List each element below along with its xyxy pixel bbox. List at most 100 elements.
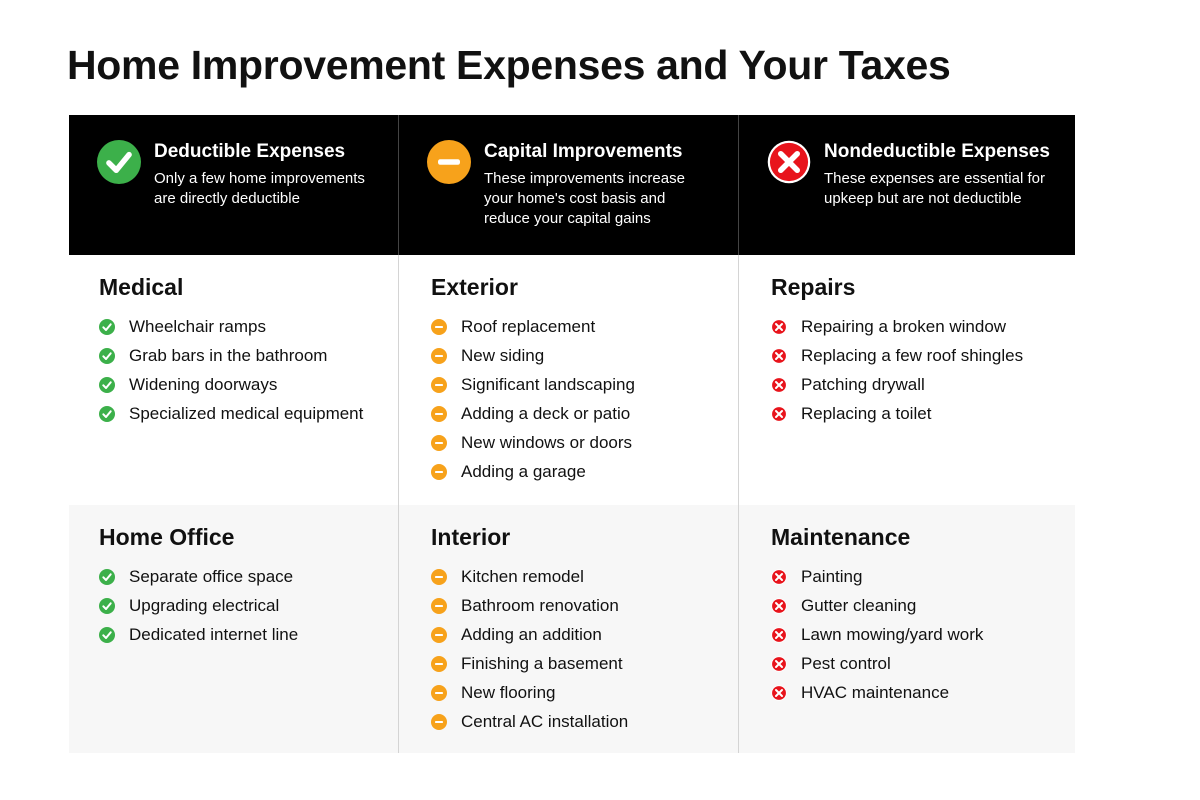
status-icon: [431, 598, 447, 614]
item-text: Grab bars in the bathroom: [129, 346, 328, 365]
category-title: Exterior: [431, 274, 518, 300]
category-cell: Exterior Roof replacement New siding Signif…: [398, 255, 738, 505]
list-item: Painting: [771, 565, 983, 594]
column-heading: Capital Improvements: [484, 141, 683, 162]
list-item: Kitchen remodel: [431, 565, 628, 594]
status-icon: [431, 348, 447, 364]
header-cell: Nondeductible Expenses These expenses are…: [738, 115, 1075, 255]
item-text: Adding an addition: [461, 625, 602, 644]
status-icon: [767, 140, 811, 184]
item-text: Replacing a toilet: [801, 404, 932, 423]
list-item: Replacing a toilet: [771, 402, 1023, 431]
item-text: Widening doorways: [129, 375, 278, 394]
list-item: Significant landscaping: [431, 373, 635, 402]
category-title: Medical: [99, 274, 184, 300]
header-cell: Deductible Expenses Only a few home impro…: [69, 115, 398, 255]
status-icon: [431, 569, 447, 585]
category-cell: Medical Wheelchair ramps Grab bars in the …: [69, 255, 398, 505]
body-row: Medical Wheelchair ramps Grab bars in the …: [69, 255, 1075, 505]
column-description: These expenses are essential for upkeep b…: [824, 169, 1045, 209]
list-item: Widening doorways: [99, 373, 363, 402]
status-icon: [771, 598, 787, 614]
item-list: Kitchen remodel Bathroom renovation Adding…: [431, 565, 628, 739]
list-item: Specialized medical equipment: [99, 402, 363, 431]
list-item: Patching drywall: [771, 373, 1023, 402]
item-text: New windows or doors: [461, 433, 633, 452]
status-icon: [771, 348, 787, 364]
item-text: Repairing a broken window: [801, 317, 1007, 336]
list-item: Bathroom renovation: [431, 594, 628, 623]
list-item: New flooring: [431, 681, 628, 710]
list-item: New windows or doors: [431, 431, 635, 460]
item-text: Upgrading electrical: [129, 596, 280, 615]
status-icon: [99, 406, 115, 422]
status-icon: [771, 685, 787, 701]
item-text: Bathroom renovation: [461, 596, 619, 615]
item-text: Roof replacement: [461, 317, 596, 336]
list-item: Finishing a basement: [431, 652, 628, 681]
status-icon: [99, 627, 115, 643]
list-item: Adding a garage: [431, 460, 635, 489]
item-list: Painting Gutter cleaning Lawn mowing/yard …: [771, 565, 983, 710]
status-icon: [427, 140, 471, 184]
list-item: Separate office space: [99, 565, 298, 594]
description-line: reduce your capital gains: [484, 210, 651, 227]
item-text: Separate office space: [129, 567, 294, 586]
header-row: Deductible Expenses Only a few home impro…: [69, 115, 1075, 255]
list-item: Replacing a few roof shingles: [771, 344, 1023, 373]
header-cell: Capital Improvements These improvements i…: [398, 115, 738, 255]
item-list: Separate office space Upgrading electrica…: [99, 565, 298, 652]
header-icon: [97, 140, 141, 184]
item-text: Adding a deck or patio: [461, 404, 631, 423]
category-cell: Interior Kitchen remodel Bathroom renovati…: [398, 505, 738, 753]
list-item: Adding a deck or patio: [431, 402, 635, 431]
item-list: Roof replacement New siding Significant la…: [431, 315, 635, 489]
status-icon: [771, 569, 787, 585]
status-icon: [771, 377, 787, 393]
status-icon: [431, 377, 447, 393]
status-icon: [431, 656, 447, 672]
status-icon: [431, 685, 447, 701]
list-item: Grab bars in the bathroom: [99, 344, 363, 373]
description-line: are directly deductible: [154, 190, 300, 207]
list-item: Adding an addition: [431, 623, 628, 652]
status-icon: [431, 714, 447, 730]
list-item: Dedicated internet line: [99, 623, 298, 652]
item-text: Painting: [801, 567, 863, 586]
item-text: Dedicated internet line: [129, 625, 299, 644]
item-text: Gutter cleaning: [801, 596, 917, 615]
list-item: New siding: [431, 344, 635, 373]
item-text: Significant landscaping: [461, 375, 635, 394]
header-icon: [427, 140, 471, 184]
status-icon: [771, 406, 787, 422]
description-line: your home's cost basis and: [484, 190, 666, 207]
header-icon: [767, 140, 811, 184]
item-text: New siding: [461, 346, 545, 365]
status-icon: [431, 435, 447, 451]
status-icon: [431, 319, 447, 335]
description-line: upkeep but are not deductible: [824, 190, 1022, 207]
item-text: Central AC installation: [461, 712, 629, 731]
item-list: Wheelchair ramps Grab bars in the bathroo…: [99, 315, 363, 431]
item-text: Replacing a few roof shingles: [801, 346, 1024, 365]
status-icon: [99, 569, 115, 585]
expense-table: Deductible Expenses Only a few home impro…: [69, 115, 1075, 753]
category-cell: Maintenance Painting Gutter cleaning Lawn m…: [738, 505, 1075, 753]
status-icon: [771, 656, 787, 672]
item-text: Wheelchair ramps: [129, 317, 266, 336]
item-text: Specialized medical equipment: [129, 404, 364, 423]
item-text: Adding a garage: [461, 462, 586, 481]
page-title: Home Improvement Expenses and Your Taxes: [67, 42, 951, 88]
description-line: These expenses are essential for: [824, 170, 1045, 187]
list-item: Roof replacement: [431, 315, 635, 344]
category-cell: Home Office Separate office space Upgradin…: [69, 505, 398, 753]
list-item: Upgrading electrical: [99, 594, 298, 623]
status-icon: [431, 406, 447, 422]
status-icon: [99, 319, 115, 335]
status-icon: [431, 464, 447, 480]
body-row: Home Office Separate office space Upgradin…: [69, 505, 1075, 753]
column-description: These improvements increase your home's c…: [484, 169, 685, 229]
status-icon: [771, 627, 787, 643]
list-item: HVAC maintenance: [771, 681, 983, 710]
